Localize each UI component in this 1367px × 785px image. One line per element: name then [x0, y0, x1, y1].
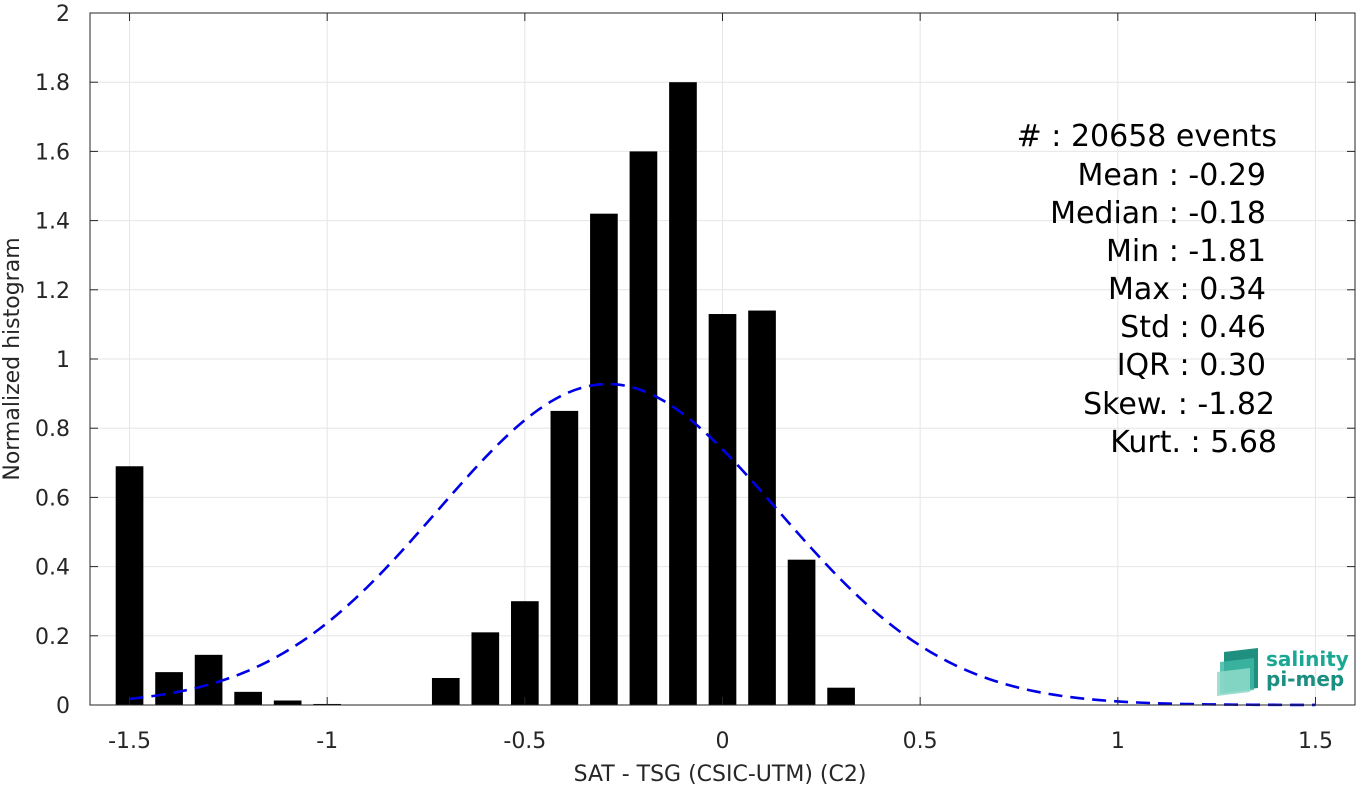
y-tick-label: 1.8: [35, 71, 70, 96]
y-tick-label: 2: [56, 2, 70, 27]
y-tick-label: 1: [56, 348, 70, 373]
x-axis-ticks: -1.5 -1 -0.5 0 0.5 1 1.5: [108, 13, 1333, 754]
histogram-bar: [115, 466, 144, 705]
stats-box: # : 20658 events Mean : -0.29 Median : -…: [1017, 119, 1277, 460]
x-tick-label: 1.5: [1298, 729, 1333, 754]
y-axis-ticks: 0 0.2 0.4 0.6 0.8 1 1.2 1.4 1.6 1.8 2: [35, 2, 1355, 719]
histogram-bar: [708, 314, 737, 705]
histogram-bar: [273, 700, 302, 705]
histogram-bar: [234, 691, 262, 705]
stats-median: Median : -0.18: [1050, 196, 1266, 231]
histogram-bar: [511, 601, 539, 705]
x-tick-label: -1.5: [108, 729, 151, 754]
histogram-bars: [115, 82, 855, 705]
x-tick-label: -1: [316, 729, 338, 754]
y-tick-label: 0.8: [35, 417, 70, 442]
y-axis-label: Normalized histogram: [0, 237, 25, 480]
stats-mean: Mean : -0.29: [1077, 158, 1266, 193]
y-tick-label: 1.4: [35, 210, 70, 235]
stats-max: Max : 0.34: [1108, 272, 1266, 307]
histogram-bar: [827, 687, 855, 705]
x-tick-label: 0: [716, 729, 730, 754]
stats-skew: Skew. : -1.82: [1083, 387, 1275, 422]
histogram-bar: [669, 82, 697, 705]
x-tick-label: 0.5: [903, 729, 938, 754]
wave-logo-icon: [1217, 648, 1258, 696]
x-tick-label: -0.5: [503, 729, 546, 754]
logo-line1: salinity: [1266, 647, 1349, 671]
stats-kurt: Kurt. : 5.68: [1110, 425, 1277, 460]
stats-std: Std : 0.46: [1120, 310, 1266, 345]
y-tick-label: 0: [56, 694, 70, 719]
histogram-bar: [590, 213, 618, 705]
salinity-pi-mep-logo: salinity pi-mep: [1217, 647, 1349, 696]
histogram-bar: [629, 151, 658, 705]
y-tick-label: 0.6: [35, 486, 70, 511]
y-tick-label: 0.2: [35, 625, 70, 650]
y-tick-label: 0.4: [35, 556, 70, 581]
histogram-bar: [471, 632, 500, 705]
histogram-bar: [787, 559, 816, 705]
histogram-bar: [748, 310, 776, 705]
histogram-bar: [431, 678, 460, 705]
stats-events: # : 20658 events: [1017, 119, 1277, 154]
histogram-bar: [194, 654, 223, 705]
x-tick-label: 1: [1111, 729, 1125, 754]
histogram-bar: [550, 410, 579, 705]
logo-line2: pi-mep: [1266, 667, 1344, 691]
stats-min: Min : -1.81: [1106, 234, 1266, 269]
y-tick-label: 1.2: [35, 279, 70, 304]
stats-iqr: IQR : 0.30: [1117, 348, 1266, 383]
histogram-bar: [155, 672, 183, 705]
y-tick-label: 1.6: [35, 140, 70, 165]
x-axis-label: SAT - TSG (CSIC-UTM) (C2): [574, 762, 867, 785]
